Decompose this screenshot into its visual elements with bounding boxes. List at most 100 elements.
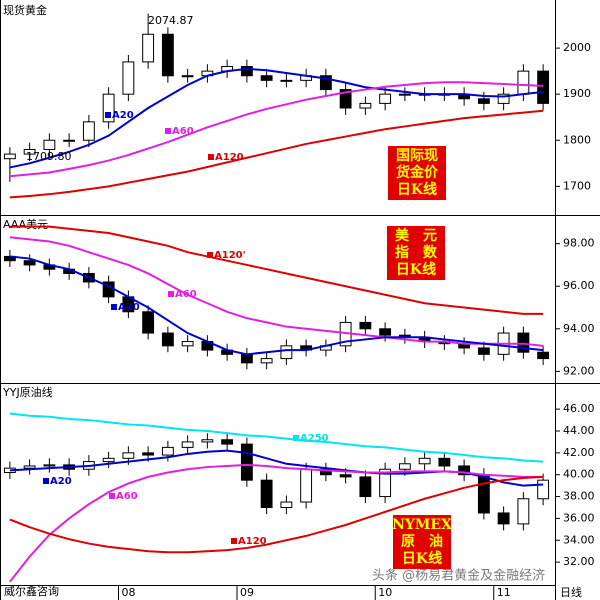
label-box [393, 515, 451, 569]
candle-body [260, 75, 273, 81]
candle-body [260, 479, 273, 508]
candle-body [280, 501, 293, 508]
candle-body [398, 463, 411, 470]
candle-body [201, 439, 214, 443]
candle-body [240, 353, 253, 364]
legend-label: A60 [172, 126, 194, 137]
candle-body [23, 465, 36, 469]
legend-swatch [109, 493, 115, 499]
candle-body [398, 93, 411, 96]
legend-swatch [105, 112, 111, 118]
ma-line [9, 255, 544, 356]
candle-body [260, 358, 273, 364]
y-tick-label: 38.00 [563, 490, 595, 503]
candle-body [438, 457, 451, 467]
candle-body [379, 93, 392, 104]
legend-label: A20 [50, 476, 72, 487]
x-tick-label: 10 [378, 586, 392, 599]
candle-body [379, 328, 392, 336]
panel-title: 现货黄金 [3, 3, 47, 17]
label-box-text: 日K线 [397, 181, 437, 198]
candle-body [379, 468, 392, 498]
y-tick-label: 42.00 [563, 446, 595, 459]
candle-body [477, 98, 490, 104]
candle-body [122, 61, 135, 95]
legend-label: A120' [214, 250, 246, 261]
y-tick-label: 2000 [563, 41, 591, 54]
ma-line [9, 67, 544, 169]
y-tick-label: 34.00 [563, 533, 595, 546]
candle-body [537, 351, 550, 360]
candle-body [23, 260, 36, 266]
candle-body [497, 93, 510, 104]
annotation: 1709.80 [26, 150, 72, 163]
candle-body [517, 70, 530, 95]
candle-body [82, 121, 95, 141]
legend-swatch [293, 435, 299, 441]
legend-label: A120 [215, 152, 244, 163]
ma-line [9, 463, 544, 583]
candle-body [23, 148, 36, 155]
candle-body [300, 468, 313, 503]
label-box [387, 226, 445, 280]
candle-body [339, 89, 352, 109]
legend-swatch [43, 478, 49, 484]
candle-body [319, 75, 332, 91]
y-tick-label: 36.00 [563, 511, 595, 524]
candle-body [280, 79, 293, 82]
panel-title: AAA美元 [3, 218, 48, 231]
candle-body [497, 512, 510, 525]
panel-title: YYJ原油线 [2, 385, 53, 399]
label-box-text: 货金价 [395, 164, 439, 181]
candle-body [240, 66, 253, 77]
label-box-text: 日K线 [402, 550, 442, 567]
legend-label: A60 [116, 491, 138, 502]
candle-body [161, 332, 174, 347]
label-box-text: 美 元 [395, 227, 437, 244]
candle-body [359, 476, 372, 498]
y-tick-label: 94.00 [563, 322, 595, 335]
candle-body [3, 153, 16, 160]
legend-swatch [207, 252, 213, 258]
y-tick-label: 1900 [563, 87, 591, 100]
candle-body [517, 332, 530, 353]
legend-swatch [231, 538, 237, 544]
ma-line [9, 412, 544, 463]
x-tick-label: 09 [240, 586, 254, 599]
label-box [388, 146, 446, 200]
candle-body [359, 321, 372, 330]
candle-body [280, 345, 293, 360]
ma-line [9, 81, 544, 178]
annotation: 2074.87 [148, 14, 194, 27]
legend-label: A60 [175, 289, 197, 300]
candle-body [477, 474, 490, 514]
y-tick-label: 44.00 [563, 424, 595, 437]
candle-body [142, 452, 155, 456]
legend-label: A120 [238, 536, 267, 547]
x-tick-label: 08 [122, 586, 136, 599]
legend-swatch [168, 291, 174, 297]
candle-body [181, 75, 194, 78]
candle-body [477, 347, 490, 355]
candle-body [122, 452, 135, 459]
x-unit: 日线 [560, 585, 582, 599]
y-tick-label: 92.00 [563, 364, 595, 377]
y-tick-label: 1700 [563, 179, 591, 192]
y-tick-label: 1800 [563, 133, 591, 146]
candle-body [63, 139, 76, 142]
y-tick-label: 98.00 [563, 237, 595, 250]
y-tick-label: 46.00 [563, 402, 595, 415]
ma-line [9, 225, 544, 315]
candle-body [43, 139, 56, 150]
label-box-text: NYMEX [392, 517, 452, 533]
y-tick-label: 96.00 [563, 279, 595, 292]
candle-body [161, 33, 174, 77]
legend-swatch [111, 304, 117, 310]
candle-body [181, 341, 194, 347]
candle-body [319, 468, 332, 476]
label-box-text: 原 油 [401, 533, 443, 550]
ma-line [9, 109, 544, 199]
candle-body [339, 474, 352, 478]
candle-body [142, 33, 155, 63]
